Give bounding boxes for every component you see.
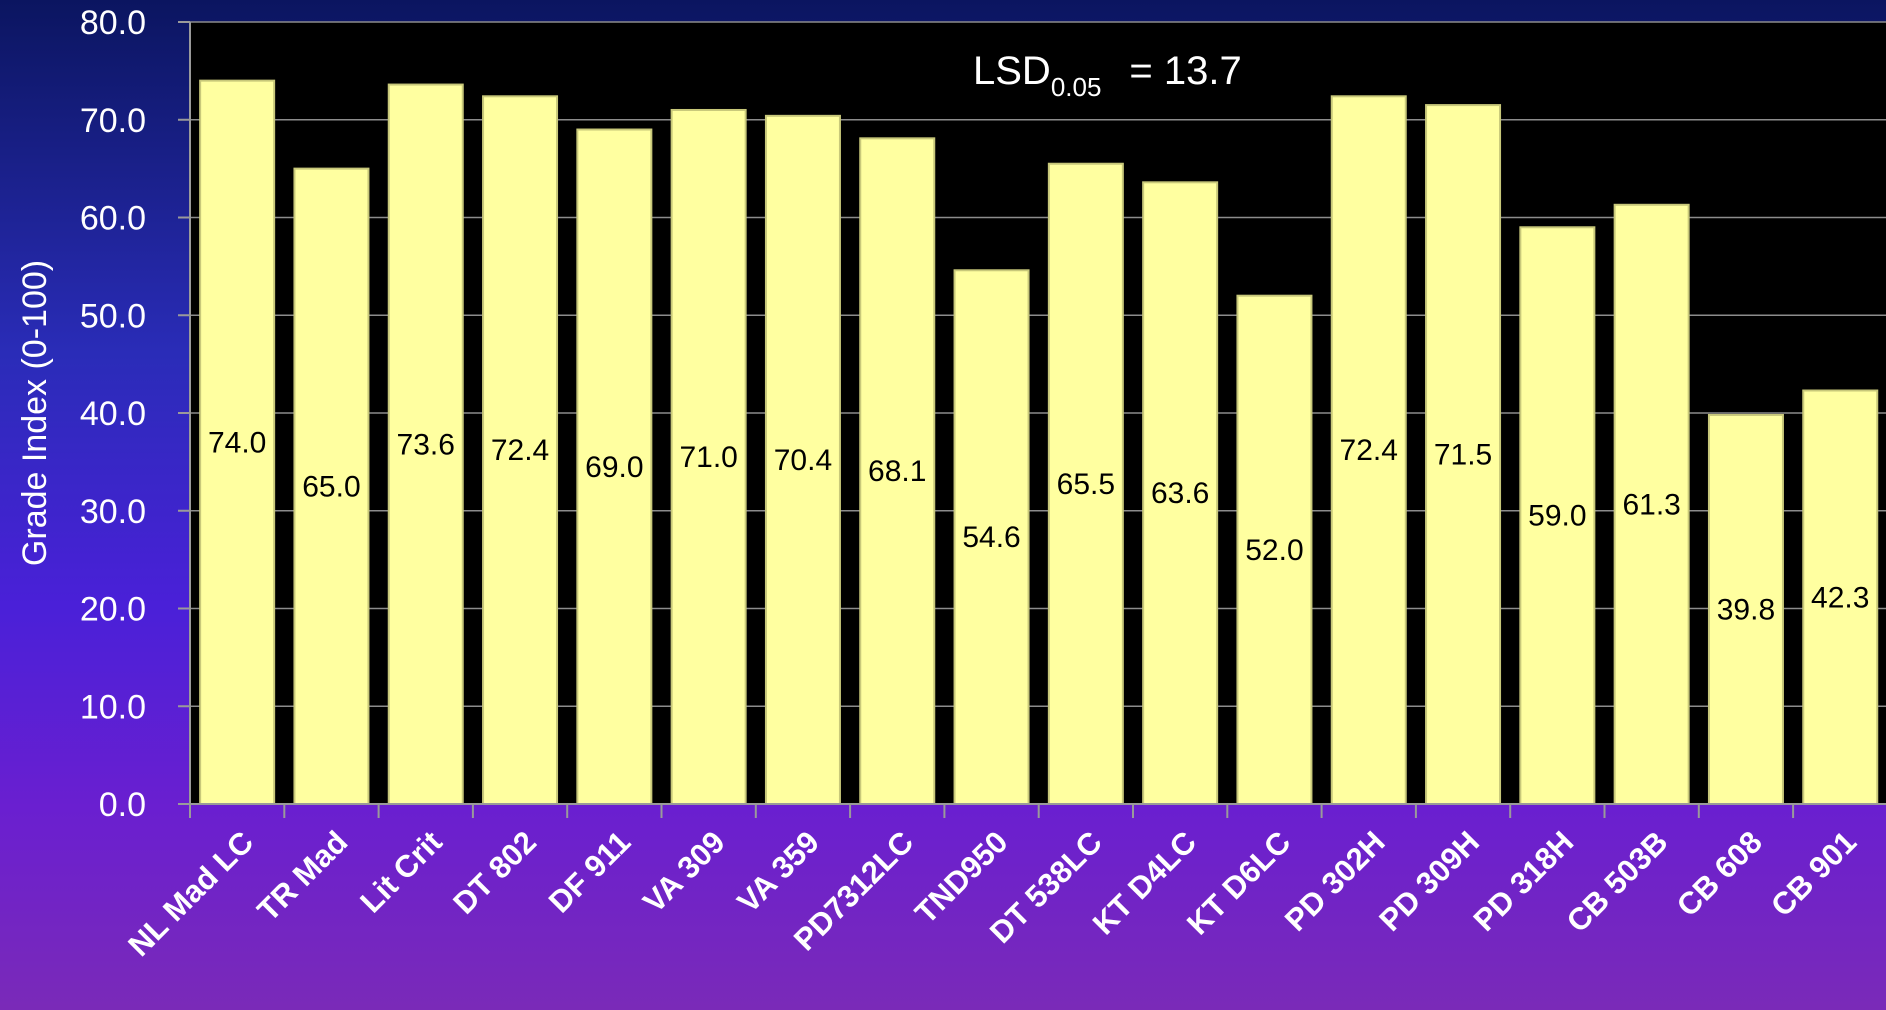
bar [293,167,370,805]
bar [199,79,276,805]
data-label: 52.0 [1245,534,1303,567]
y-tick-label: 50.0 [80,297,146,335]
bar [1425,104,1502,805]
x-tick-label: CB 901 [1764,824,1863,923]
data-label: 39.8 [1717,593,1775,626]
y-tick-label: 60.0 [80,200,146,238]
y-tick-label: 80.0 [80,4,146,42]
data-label: 71.0 [679,441,737,474]
data-label: 61.3 [1622,488,1680,521]
bar [1613,203,1690,806]
y-axis-label: Grade Index (0-100) [16,260,54,566]
gridlines [190,21,1886,707]
x-tick-label: CB 503B [1560,824,1675,939]
x-tick-label: KT D6LC [1180,824,1297,941]
data-label: 70.4 [774,444,832,477]
data-label: 72.4 [1340,434,1398,467]
data-label: 59.0 [1528,500,1586,533]
bar [670,108,747,806]
x-tick-label: KT D4LC [1086,824,1203,941]
bar [953,269,1030,806]
lsd-main: LSD [973,49,1051,93]
bar [1142,181,1219,805]
data-label: 65.5 [1057,468,1115,501]
x-tick-label: NL Mad LC [121,824,260,963]
data-label: 65.0 [302,470,360,503]
bar [576,128,653,805]
bar [1519,226,1596,805]
x-tick-label: VA 309 [636,824,731,919]
data-label: 72.4 [491,434,549,467]
data-label: 63.6 [1151,477,1209,510]
bar [387,83,464,805]
bar [764,114,841,805]
y-tick-label: 40.0 [80,395,146,433]
bar [1802,389,1879,805]
lsd-subscript: 0.05 [1051,72,1102,102]
x-tick-label: TR Mad [250,824,354,928]
x-tick-label: PD 302H [1278,824,1392,938]
bar [859,137,936,805]
y-tick-label: 0.0 [99,786,146,824]
bar [1047,162,1124,806]
y-tick-label: 70.0 [80,102,146,140]
lsd-annotation: LSD0.05 = 13.7 [973,49,1242,102]
data-label: 69.0 [585,451,643,484]
data-label: 71.5 [1434,439,1492,472]
data-label: 74.0 [208,426,266,459]
data-label: 42.3 [1811,581,1869,614]
y-tick-label: 20.0 [80,591,146,629]
bar [1236,294,1313,805]
bar-series: 74.0 65.0 73.6 72.4 69.0 71.0 70.4 68.1 54.6 65.5… [199,79,1879,806]
x-tick-label: VA 359 [730,824,825,919]
x-tick-label: PD 318H [1467,824,1581,938]
x-tick-label: DT 802 [446,824,543,921]
y-tick-label: 10.0 [80,688,146,726]
data-label: 73.6 [397,428,455,461]
data-label: 68.1 [868,455,926,488]
y-tick-label: 30.0 [80,493,146,531]
data-label: 54.6 [962,521,1020,554]
x-tick-label: PD 309H [1372,824,1486,938]
x-tick-label: CB 608 [1670,824,1769,923]
y-axis-ticks: 0.0 10.0 20.0 30.0 40.0 50.0 60.0 70.0 80.0 [80,4,190,824]
lsd-value: = 13.7 [1129,49,1241,93]
x-tick-label: DF 911 [542,824,637,919]
x-tick-label: Lit Crit [353,824,448,919]
bar [482,95,559,806]
